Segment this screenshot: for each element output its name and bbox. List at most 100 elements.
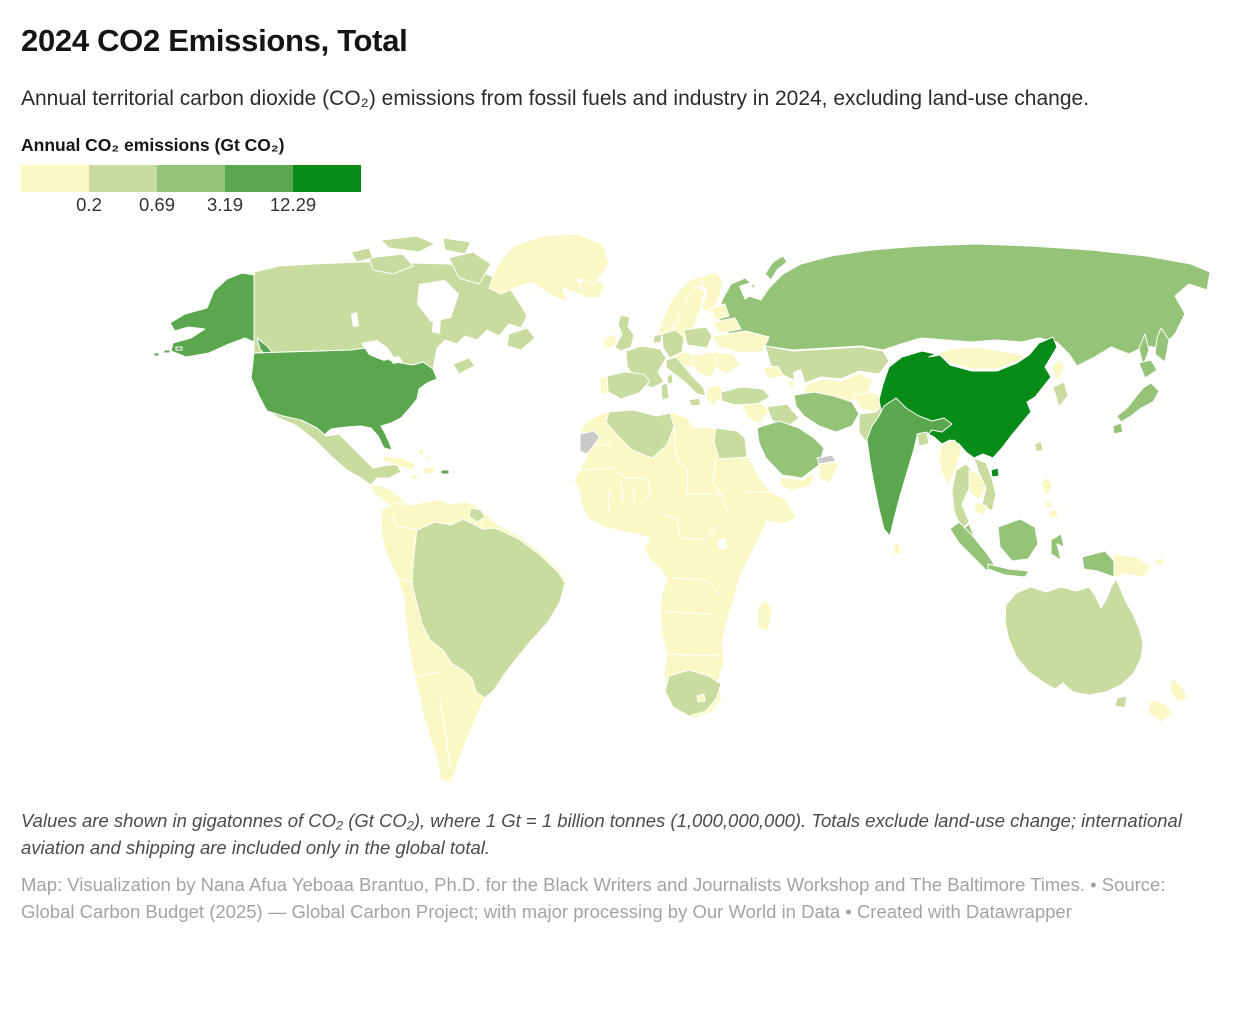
country-baltic-states[interactable] <box>710 303 730 321</box>
country-madagascar[interactable] <box>757 598 773 632</box>
country-greenland[interactable] <box>488 233 610 303</box>
country-ireland[interactable] <box>601 333 618 350</box>
country-algeria[interactable] <box>605 409 675 459</box>
country-iraq[interactable] <box>766 403 800 429</box>
country-south-africa[interactable] <box>664 669 722 717</box>
country-saudi-arabia[interactable] <box>756 420 825 479</box>
page-title: 2024 CO2 Emissions, Total <box>21 23 408 58</box>
country-taiwan[interactable] <box>1034 440 1044 453</box>
country-italy-sicily[interactable] <box>688 397 702 407</box>
country-canada-banks-island[interactable] <box>350 247 374 263</box>
chart-subtitle: Annual territorial carbon dioxide (CO₂) … <box>21 87 1090 111</box>
country-north-korea[interactable] <box>1050 358 1066 382</box>
country-mexico[interactable] <box>266 410 402 486</box>
legend-swatch <box>225 164 293 192</box>
country-philippines-visayas[interactable] <box>1044 500 1053 509</box>
country-indonesia-java[interactable] <box>987 563 1030 578</box>
country-japan-honshu[interactable] <box>1116 382 1160 423</box>
legend-swatch <box>89 164 157 192</box>
white-sea <box>739 281 755 300</box>
country-philippines-mindanao[interactable] <box>1048 508 1059 519</box>
country-japan-hokkaido[interactable] <box>1138 359 1158 379</box>
country-png-new-britain[interactable] <box>1154 557 1165 567</box>
country-indonesia-papua[interactable] <box>1081 550 1115 578</box>
country-lesotho[interactable] <box>696 693 706 703</box>
country-spain[interactable] <box>606 371 651 400</box>
chart-container: 2024 CO2 Emissions, Total Annual territo… <box>21 23 1212 922</box>
country-russia-novaya-zemlya[interactable] <box>764 255 788 281</box>
africa-country-borders <box>579 425 768 657</box>
country-cambodia[interactable] <box>973 501 988 517</box>
country-france-corsica[interactable] <box>666 373 674 385</box>
legend-swatch <box>21 164 89 192</box>
south-america-country-borders <box>390 513 451 769</box>
country-united-arab-emirates[interactable] <box>816 454 837 465</box>
country-usa-aleutians[interactable] <box>153 346 183 357</box>
country-canada-nova-scotia[interactable] <box>452 357 476 375</box>
legend-swatches <box>21 164 361 192</box>
country-indonesia-sumatra[interactable] <box>949 521 995 572</box>
country-philippines[interactable] <box>1040 476 1054 498</box>
country-sri-lanka[interactable] <box>892 542 902 556</box>
country-western-sahara[interactable] <box>579 430 601 455</box>
country-russia-sakhalin[interactable] <box>1138 333 1150 367</box>
country-italy-sardinia[interactable] <box>660 382 670 401</box>
world-map[interactable] <box>21 230 1212 791</box>
country-egypt[interactable] <box>713 427 748 460</box>
country-belarus[interactable] <box>712 317 742 334</box>
country-bahamas[interactable] <box>417 448 431 462</box>
country-usa-alaska[interactable] <box>169 272 255 358</box>
country-indonesia-borneo[interactable] <box>997 518 1039 562</box>
country-india[interactable] <box>866 397 953 537</box>
country-hispaniola[interactable] <box>421 466 437 475</box>
country-jamaica[interactable] <box>410 473 419 481</box>
country-greece[interactable] <box>705 383 724 407</box>
country-canada-newfoundland[interactable] <box>506 327 536 351</box>
country-new-zealand-north[interactable] <box>1169 677 1189 703</box>
country-canada-arctic-2[interactable] <box>442 237 472 255</box>
country-cuba[interactable] <box>382 455 418 471</box>
country-south-korea[interactable] <box>1052 381 1069 408</box>
country-japan-kyushu[interactable] <box>1112 422 1124 435</box>
country-poland[interactable] <box>683 326 713 349</box>
country-new-zealand-south[interactable] <box>1147 699 1174 723</box>
legend: Annual CO₂ emissions (Gt CO₂) 0.2 0.69 3.1… <box>21 135 1212 220</box>
country-australia[interactable] <box>1004 578 1144 696</box>
country-italy[interactable] <box>665 356 707 397</box>
country-brazil[interactable] <box>411 518 566 699</box>
country-canada-victoria-island[interactable] <box>368 253 414 275</box>
country-portugal[interactable] <box>599 375 609 396</box>
country-levant[interactable] <box>742 402 770 425</box>
legend-swatch <box>157 164 225 192</box>
country-russia-kamchatka[interactable] <box>1154 327 1170 363</box>
country-caucasus[interactable] <box>762 365 784 380</box>
baltic-sea <box>697 309 713 328</box>
country-canada-arctic-1[interactable] <box>380 235 436 253</box>
country-iran[interactable] <box>793 391 860 433</box>
hudson-bay <box>417 279 459 322</box>
chart-notes: Values are shown in gigatonnes of CO₂ (G… <box>21 809 1182 859</box>
country-bangladesh[interactable] <box>916 431 930 447</box>
country-vietnam[interactable] <box>973 457 997 512</box>
country-papua-new-guinea[interactable] <box>1113 553 1152 578</box>
country-netherlands[interactable] <box>652 333 663 344</box>
country-myanmar[interactable] <box>938 439 963 487</box>
country-laos[interactable] <box>968 469 987 501</box>
country-balkans[interactable] <box>691 351 719 379</box>
country-ukraine[interactable] <box>711 330 770 353</box>
country-french-guiana[interactable] <box>468 507 486 523</box>
country-germany[interactable] <box>661 329 685 359</box>
country-canada-baffin[interactable] <box>448 251 492 285</box>
country-yemen[interactable] <box>779 472 815 492</box>
country-indonesia-sulawesi[interactable] <box>1050 533 1065 561</box>
country-finland[interactable] <box>698 271 724 315</box>
country-mongolia[interactable] <box>928 346 1028 370</box>
legend-tick-label: 12.29 <box>269 193 317 215</box>
country-australia-tasmania[interactable] <box>1114 695 1128 709</box>
country-united-kingdom[interactable] <box>614 314 635 352</box>
country-china-hainan[interactable] <box>990 467 1000 478</box>
country-turkey[interactable] <box>720 386 771 406</box>
country-russia[interactable] <box>718 243 1211 367</box>
country-usa-puerto-rico[interactable] <box>440 469 450 475</box>
legend-ticks: 0.2 0.69 3.19 12.29 <box>21 194 381 220</box>
